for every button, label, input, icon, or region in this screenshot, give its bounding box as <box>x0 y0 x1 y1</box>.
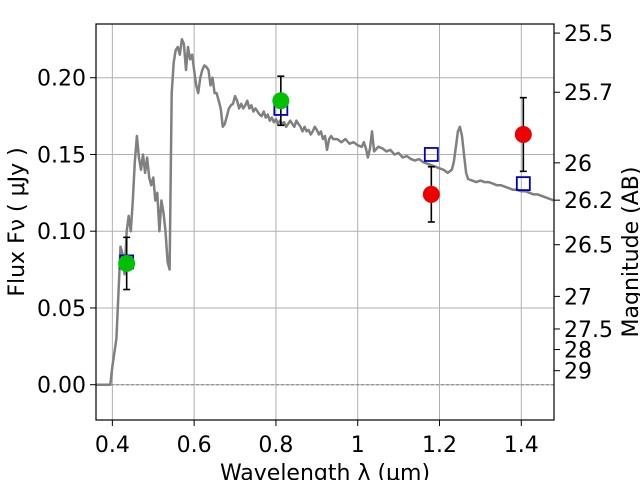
right-tick-label: 26.2 <box>564 189 613 214</box>
right-tick-label: 29 <box>564 360 592 385</box>
right-axis-label: Magnitude (AB) <box>619 167 640 338</box>
red-point <box>422 185 440 203</box>
right-tick-label: 27.5 <box>564 318 613 343</box>
y-tick-label: 0.05 <box>37 297 86 322</box>
y-axis-label: Flux Fν ( μJy ) <box>5 147 30 296</box>
green-point <box>272 92 290 110</box>
y-tick-label: 0.20 <box>37 67 86 92</box>
x-tick-label: 0.8 <box>258 433 293 458</box>
right-tick-label: 26 <box>564 152 592 177</box>
x-tick-label: 1 <box>351 433 365 458</box>
right-tick-label: 28 <box>564 339 592 364</box>
x-axis: 0.4 0.6 0.8 1 1.2 1.4 <box>95 420 539 458</box>
model-photometry-square <box>515 176 531 192</box>
right-tick-label: 26.5 <box>564 234 613 259</box>
right-tick-label: 25.7 <box>564 81 613 106</box>
right-tick-label: 27 <box>564 285 592 310</box>
y-tick-label: 0.10 <box>37 220 86 245</box>
y-tick-label: 0.15 <box>37 143 86 168</box>
x-tick-label: 1.2 <box>422 433 457 458</box>
x-tick-label: 0.4 <box>95 433 130 458</box>
right-tick-label: 25.5 <box>564 22 613 47</box>
plot-frame <box>95 23 555 421</box>
red-point <box>514 126 532 144</box>
x-axis-label: Wavelength λ (μm) <box>220 461 430 480</box>
x-tick-label: 1.4 <box>504 433 539 458</box>
model-photometry-square <box>423 147 439 162</box>
y-axis: 0.00 0.05 0.10 0.15 0.20 <box>37 67 96 399</box>
spectrum-line <box>96 38 554 386</box>
data-series <box>96 38 554 386</box>
x-tick-label: 0.6 <box>177 433 212 458</box>
green-point <box>118 254 136 272</box>
y-tick-label: 0.00 <box>37 374 86 399</box>
